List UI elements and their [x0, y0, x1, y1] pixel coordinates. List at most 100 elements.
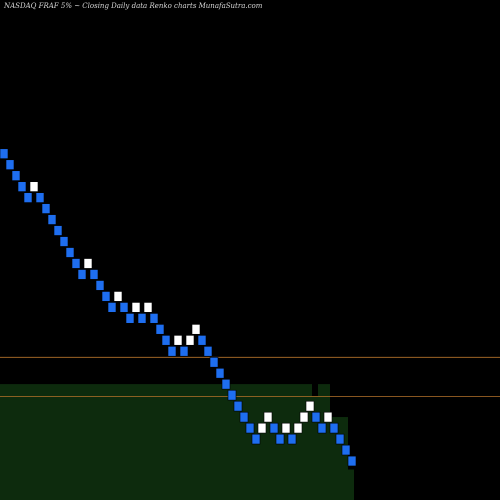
down-brick	[101, 291, 111, 302]
volume-bar	[186, 384, 192, 500]
volume-bar	[36, 384, 42, 500]
volume-bar	[192, 384, 198, 500]
volume-bar	[312, 396, 318, 500]
down-brick	[71, 258, 81, 269]
down-brick	[47, 214, 57, 225]
volume-bar	[228, 384, 234, 500]
volume-bar	[12, 384, 18, 500]
volume-bar	[342, 417, 348, 500]
volume-bar	[270, 384, 276, 500]
volume-bar	[84, 384, 90, 500]
volume-bar	[48, 384, 54, 500]
up-brick	[281, 422, 291, 434]
down-brick	[161, 335, 171, 346]
volume-bar	[294, 384, 300, 500]
volume-bar	[126, 384, 132, 500]
volume-bar	[60, 384, 66, 500]
down-brick	[233, 400, 243, 412]
down-brick	[209, 357, 219, 368]
volume-bar	[66, 384, 72, 500]
volume-bar	[114, 384, 120, 500]
volume-bar	[336, 417, 342, 500]
volume-bar	[78, 384, 84, 500]
volume-bar	[102, 384, 108, 500]
volume-bar	[96, 384, 102, 500]
volume-bar	[108, 384, 114, 500]
down-brick	[53, 225, 63, 236]
volume-bar	[300, 384, 306, 500]
down-brick	[197, 335, 207, 346]
volume-bar	[282, 384, 288, 500]
down-brick	[23, 192, 33, 203]
up-brick	[173, 335, 183, 346]
down-brick	[95, 280, 105, 291]
volume-bar	[42, 384, 48, 500]
volume-bar	[150, 384, 156, 500]
horizontal-lines	[0, 356, 500, 397]
up-brick	[323, 411, 333, 423]
volume-bar	[216, 384, 222, 500]
down-brick	[239, 411, 249, 423]
down-brick	[107, 302, 117, 313]
volume-bar	[174, 384, 180, 500]
up-brick	[305, 400, 315, 412]
volume-bar	[234, 384, 240, 500]
volume-bar	[120, 384, 126, 500]
down-brick	[17, 181, 27, 192]
up-brick	[113, 291, 123, 302]
down-brick	[341, 444, 351, 456]
volume-bar	[18, 384, 24, 500]
up-brick	[299, 411, 309, 423]
down-brick	[221, 378, 231, 390]
down-brick	[179, 346, 189, 357]
up-brick	[131, 302, 141, 313]
up-brick	[263, 411, 273, 423]
down-brick	[149, 313, 159, 324]
volume-bar	[138, 384, 144, 500]
down-brick	[251, 433, 261, 445]
volume-bar	[258, 384, 264, 500]
volume-bar	[210, 384, 216, 500]
up-brick	[191, 324, 201, 335]
up-brick	[83, 258, 93, 269]
down-brick	[227, 389, 237, 401]
up-brick	[143, 302, 153, 313]
volume-bar	[6, 384, 12, 500]
chart-title: NASDAQ FRAF 5% ~ Closing Daily data Renk…	[3, 2, 263, 10]
volume-bar	[330, 417, 336, 500]
volume-bar	[240, 384, 246, 500]
volume-bar	[222, 384, 228, 500]
volume-bar	[180, 384, 186, 500]
volume-bar	[72, 384, 78, 500]
down-brick	[137, 313, 147, 324]
down-brick	[335, 433, 345, 445]
renko-bricks	[0, 148, 357, 467]
volume-bar	[318, 384, 324, 500]
down-brick	[65, 247, 75, 258]
volume-bar	[24, 384, 30, 500]
volume-bar	[168, 384, 174, 500]
volume-bar	[264, 384, 270, 500]
down-brick	[89, 269, 99, 280]
down-brick	[287, 433, 297, 445]
volume-bar	[0, 384, 6, 500]
down-brick	[0, 148, 9, 159]
down-brick	[59, 236, 69, 247]
up-brick	[185, 335, 195, 346]
down-brick	[275, 433, 285, 445]
volume-bar	[54, 384, 60, 500]
down-brick	[245, 422, 255, 434]
volume-bar	[162, 384, 168, 500]
volume-bar	[324, 384, 330, 500]
down-brick	[269, 422, 279, 434]
down-brick	[119, 302, 129, 313]
volume-bar	[30, 384, 36, 500]
volume-bar	[204, 384, 210, 500]
up-brick	[293, 422, 303, 434]
volume-bar	[348, 469, 354, 500]
volume-bar	[144, 384, 150, 500]
down-brick	[155, 324, 165, 335]
down-brick	[11, 170, 21, 181]
volume-bar	[156, 384, 162, 500]
